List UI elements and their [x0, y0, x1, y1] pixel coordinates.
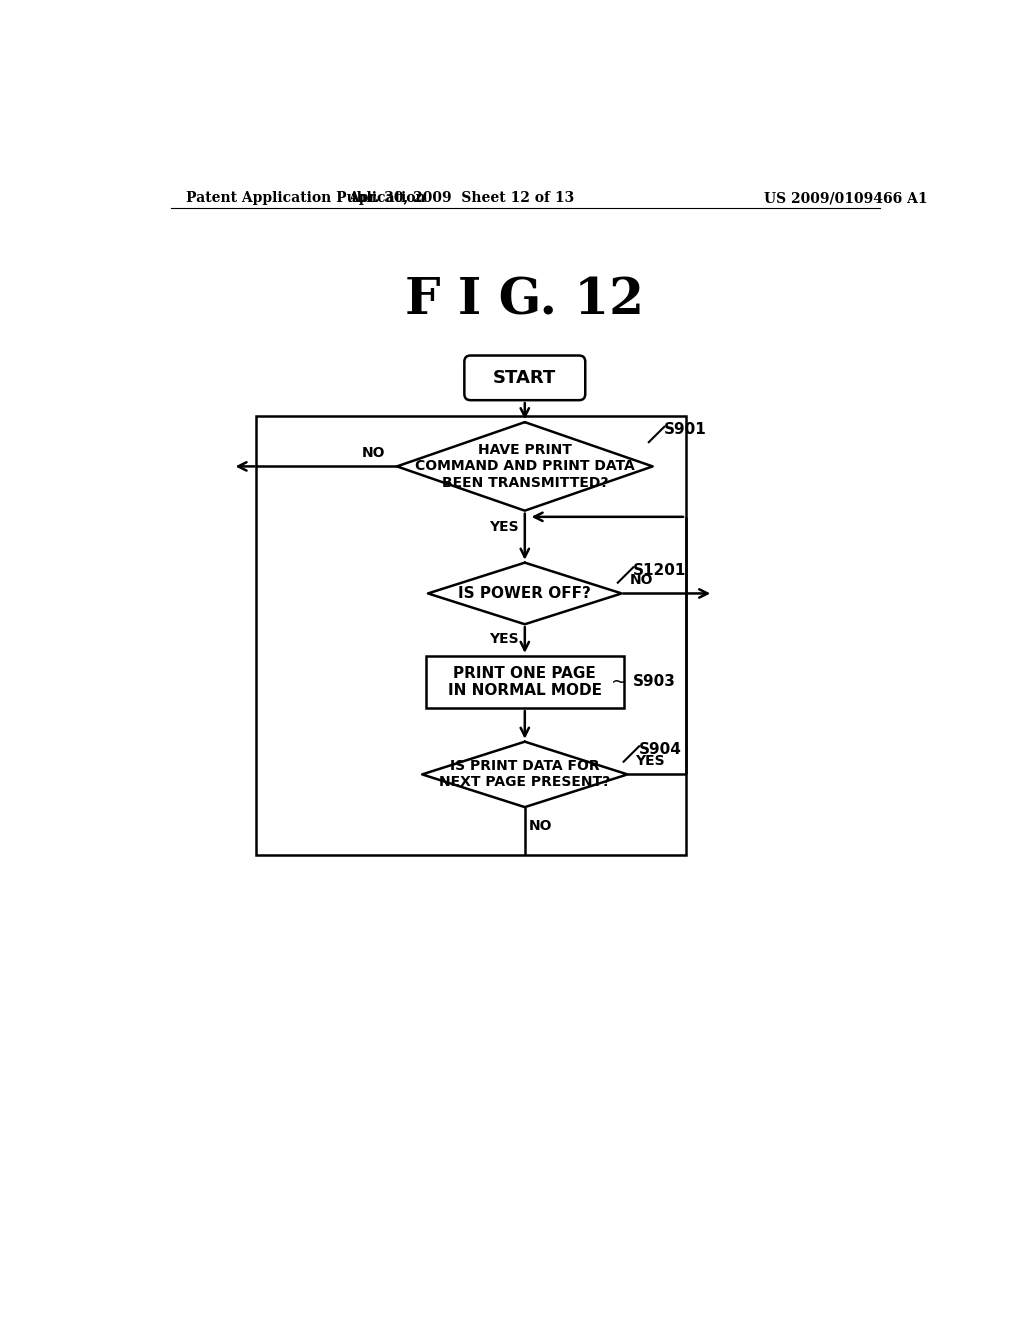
Text: NO: NO: [361, 446, 385, 461]
Bar: [256, 416, 686, 855]
Text: NO: NO: [630, 573, 653, 587]
Text: Patent Application Publication: Patent Application Publication: [186, 191, 426, 206]
Text: YES: YES: [489, 632, 518, 645]
Text: S1201: S1201: [633, 562, 687, 578]
Text: HAVE PRINT
COMMAND AND PRINT DATA
BEEN TRANSMITTED?: HAVE PRINT COMMAND AND PRINT DATA BEEN T…: [415, 444, 635, 490]
Text: START: START: [494, 368, 556, 387]
FancyBboxPatch shape: [464, 355, 586, 400]
Text: S901: S901: [665, 422, 707, 437]
Text: S904: S904: [639, 742, 682, 756]
Text: YES: YES: [489, 520, 518, 533]
Text: S903: S903: [633, 675, 676, 689]
Text: IS POWER OFF?: IS POWER OFF?: [459, 586, 591, 601]
Text: NO: NO: [528, 818, 552, 833]
Text: Apr. 30, 2009  Sheet 12 of 13: Apr. 30, 2009 Sheet 12 of 13: [348, 191, 574, 206]
Text: F I G. 12: F I G. 12: [406, 276, 644, 325]
Text: IS PRINT DATA FOR
NEXT PAGE PRESENT?: IS PRINT DATA FOR NEXT PAGE PRESENT?: [439, 759, 610, 789]
Text: PRINT ONE PAGE
IN NORMAL MODE: PRINT ONE PAGE IN NORMAL MODE: [447, 665, 602, 698]
Text: YES: YES: [635, 754, 665, 768]
Bar: [426, 656, 624, 708]
Text: ~: ~: [611, 672, 628, 692]
Text: US 2009/0109466 A1: US 2009/0109466 A1: [764, 191, 927, 206]
